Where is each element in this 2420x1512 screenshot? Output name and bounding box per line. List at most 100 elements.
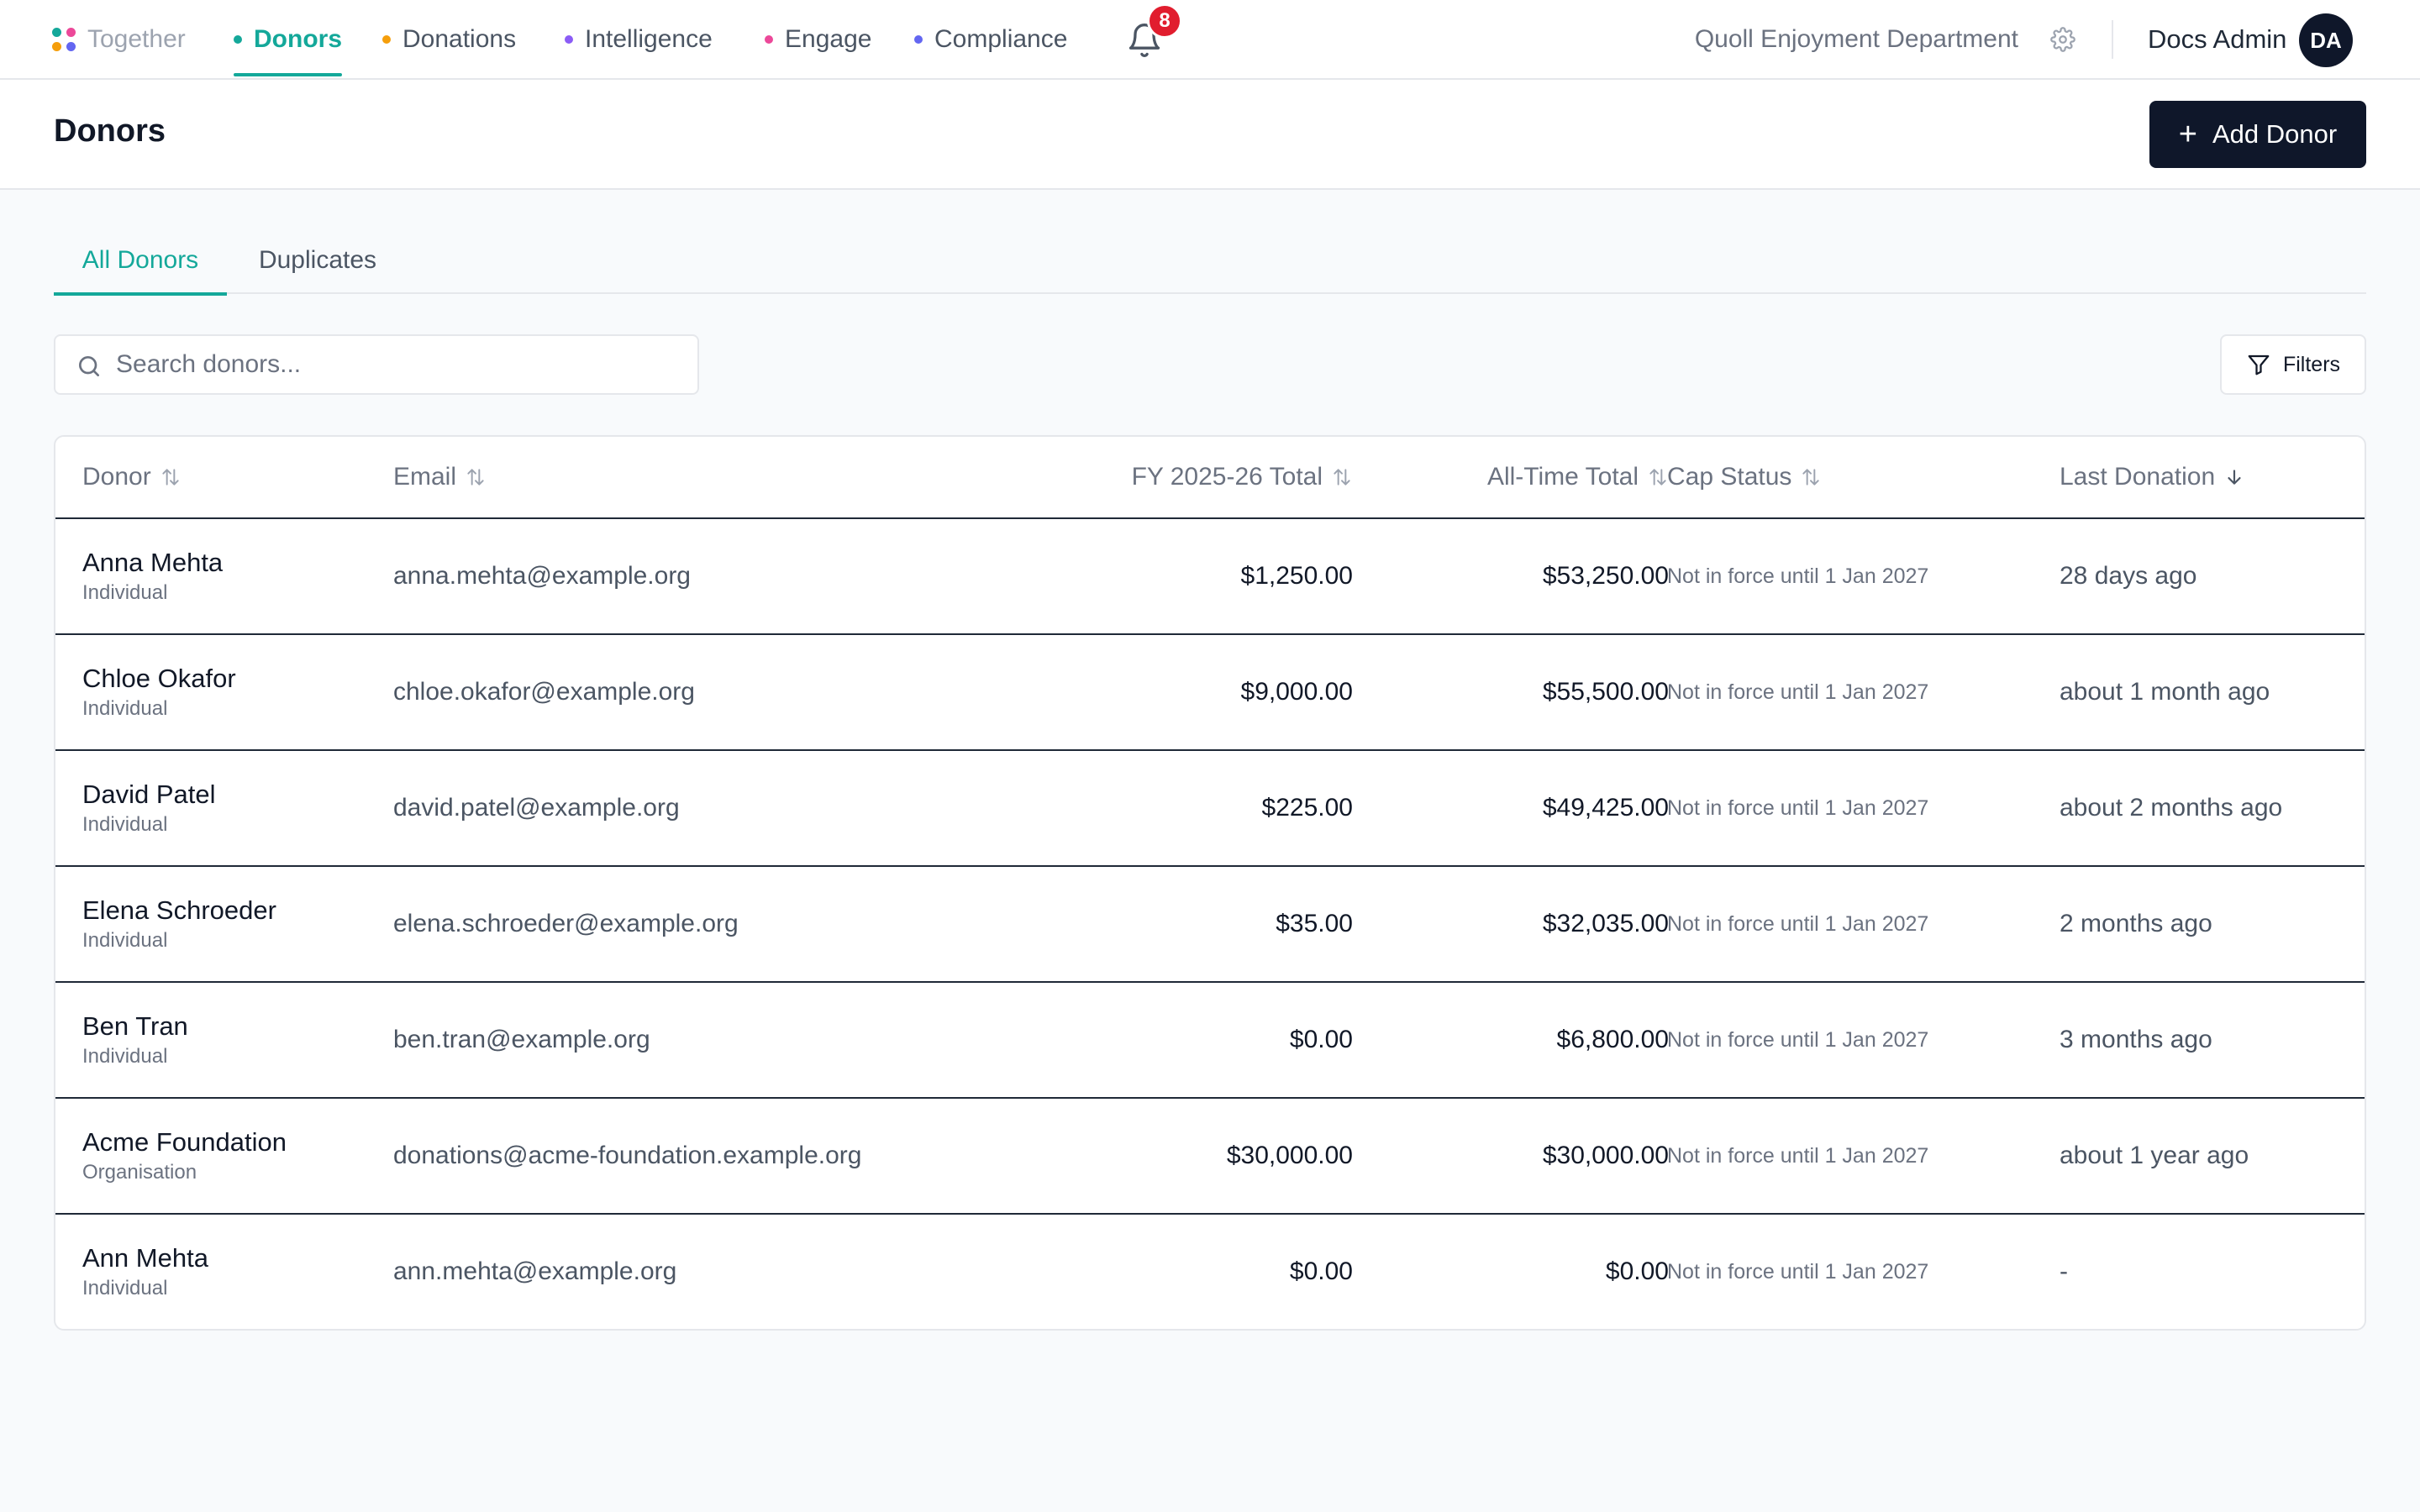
add-donor-button[interactable]: + Add Donor (2149, 101, 2366, 168)
search-input[interactable] (116, 336, 687, 393)
donor-type: Individual (82, 697, 168, 720)
all-time-total: $32,035.00 (1542, 910, 1669, 937)
fy-total: $9,000.00 (1240, 678, 1353, 706)
last-donation: 3 months ago (2060, 1026, 2212, 1053)
bell-icon[interactable] (1126, 20, 1163, 60)
tab-all-donors[interactable]: All Donors (54, 227, 227, 296)
fy-total: $1,250.00 (1240, 562, 1353, 590)
cap-status: Not in force until 1 Jan 2027 (1667, 680, 1929, 704)
fy-total: $0.00 (1289, 1026, 1353, 1053)
donor-name[interactable]: Acme Foundation (82, 1127, 287, 1157)
all-time-total: $49,425.00 (1542, 794, 1669, 822)
nav-tab-intelligence[interactable]: Intelligence (565, 0, 713, 78)
donor-cell: Ben Tran Individual (82, 983, 188, 1097)
donor-name[interactable]: Anna Mehta (82, 548, 224, 577)
all-time-total: $30,000.00 (1542, 1142, 1669, 1169)
org-switcher[interactable]: Quoll Enjoyment Department (1694, 24, 2018, 53)
last-donation: about 2 months ago (2060, 794, 2283, 822)
user-name[interactable]: Docs Admin (2148, 24, 2287, 54)
nav-tab-donations[interactable]: Donations (382, 0, 516, 78)
donor-email: ben.tran@example.org (393, 1026, 650, 1053)
search-box (54, 334, 699, 395)
sort-icon (467, 469, 484, 486)
nav-dot-icon (234, 34, 242, 44)
column-header-last-donation[interactable]: Last Donation (2060, 437, 2245, 517)
table-row[interactable]: Acme Foundation Organisation donations@a… (55, 1099, 2365, 1215)
column-label: Cap Status (1667, 463, 1792, 491)
plus-icon: + (2178, 117, 2197, 152)
all-time-total: $0.00 (1605, 1257, 1669, 1285)
column-header-cap-status[interactable]: Cap Status (1667, 437, 1822, 517)
nav-tab-donors[interactable]: Donors (234, 0, 342, 78)
table-row[interactable]: Ann Mehta Individual ann.mehta@example.o… (55, 1215, 2365, 1329)
avatar[interactable]: DA (2299, 13, 2353, 67)
last-donation: - (2060, 1257, 2068, 1285)
nav-divider (2112, 20, 2113, 59)
donor-email: chloe.okafor@example.org (393, 678, 695, 706)
donor-tabs: All Donors Duplicates (54, 227, 2366, 296)
column-label: Donor (82, 463, 151, 491)
table-row[interactable]: Chloe Okafor Individual chloe.okafor@exa… (55, 635, 2365, 751)
table-row[interactable]: David Patel Individual david.patel@examp… (55, 751, 2365, 867)
notification-badge: 8 (1147, 3, 1182, 39)
last-donation: 2 months ago (2060, 910, 2212, 937)
all-time-total: $6,800.00 (1556, 1026, 1669, 1053)
cap-status: Not in force until 1 Jan 2027 (1667, 911, 1929, 936)
column-header-email[interactable]: Email (393, 437, 487, 517)
filters-button[interactable]: Filters (2220, 334, 2366, 395)
donor-type: Individual (82, 581, 168, 604)
last-donation: 28 days ago (2060, 562, 2197, 590)
table-body: Anna Mehta Individual anna.mehta@example… (55, 519, 2365, 1329)
table-row[interactable]: Anna Mehta Individual anna.mehta@example… (55, 519, 2365, 635)
nav-tab-label: Engage (785, 24, 872, 53)
nav-tab-engage[interactable]: Engage (765, 0, 871, 78)
nav-tab-compliance[interactable]: Compliance (914, 0, 1067, 78)
donor-email: ann.mehta@example.org (393, 1257, 677, 1285)
donor-name[interactable]: David Patel (82, 780, 216, 809)
donor-name[interactable]: Chloe Okafor (82, 664, 236, 693)
donor-cell: Acme Foundation Organisation (82, 1099, 287, 1213)
sort-icon (1649, 469, 1666, 486)
arrow-down-icon (2228, 470, 2241, 485)
donor-name[interactable]: Elena Schroeder (82, 895, 276, 925)
column-header-donor[interactable]: Donor (82, 437, 182, 517)
table-header: Donor Email FY 2025-26 Total All-Time To… (55, 437, 2365, 519)
sort-icon (162, 469, 179, 486)
search-icon (79, 356, 99, 376)
nav-tab-label: Compliance (934, 24, 1068, 53)
page-header: Donors + Add Donor (0, 80, 2420, 190)
brand-name: Together (87, 24, 186, 53)
donor-type: Individual (82, 1045, 168, 1068)
page-title: Donors (54, 113, 166, 149)
donor-type: Individual (82, 813, 168, 836)
donor-cell: Elena Schroeder Individual (82, 867, 276, 981)
table-row[interactable]: Elena Schroeder Individual elena.schroed… (55, 867, 2365, 983)
brand[interactable]: Together (52, 0, 186, 78)
cap-status: Not in force until 1 Jan 2027 (1667, 1259, 1929, 1284)
donor-email: elena.schroeder@example.org (393, 910, 739, 937)
last-donation: about 1 month ago (2060, 678, 2270, 706)
column-header-fy-total[interactable]: FY 2025-26 Total (929, 437, 1353, 517)
cap-status: Not in force until 1 Jan 2027 (1667, 564, 1929, 588)
column-label: Last Donation (2060, 463, 2216, 491)
donor-email: anna.mehta@example.org (393, 562, 691, 590)
donor-email: david.patel@example.org (393, 794, 680, 822)
brand-logo-icon (52, 27, 76, 51)
column-label: FY 2025-26 Total (1131, 463, 1323, 491)
table-row[interactable]: Ben Tran Individual ben.tran@example.org… (55, 983, 2365, 1099)
nav-tab-label: Intelligence (585, 24, 713, 53)
fy-total: $30,000.00 (1226, 1142, 1353, 1169)
fy-total: $225.00 (1261, 794, 1353, 822)
cap-status: Not in force until 1 Jan 2027 (1667, 1143, 1929, 1168)
filters-label: Filters (2282, 352, 2341, 376)
tab-duplicates[interactable]: Duplicates (258, 246, 377, 274)
donor-type: Organisation (82, 1161, 197, 1184)
donor-name[interactable]: Ann Mehta (82, 1243, 208, 1273)
donor-cell: Chloe Okafor Individual (82, 635, 236, 749)
cap-status: Not in force until 1 Jan 2027 (1667, 1027, 1929, 1052)
donor-email: donations@acme-foundation.example.org (393, 1142, 862, 1169)
donor-name[interactable]: Ben Tran (82, 1011, 188, 1041)
column-header-all-time-total[interactable]: All-Time Total (1366, 437, 1669, 517)
gear-icon[interactable] (2050, 27, 2075, 52)
fy-total: $0.00 (1289, 1257, 1353, 1285)
